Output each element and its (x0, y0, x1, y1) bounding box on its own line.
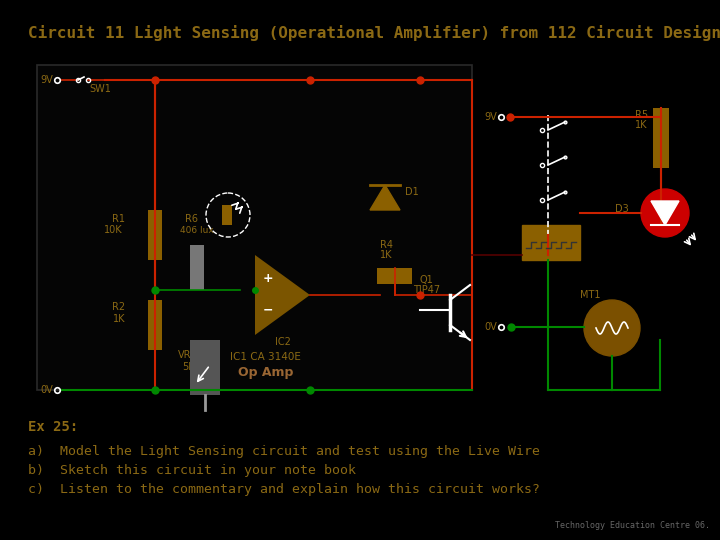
Text: 1K: 1K (635, 120, 647, 130)
FancyBboxPatch shape (190, 340, 220, 395)
FancyBboxPatch shape (653, 108, 669, 168)
Text: b)  Sketch this circuit in your note book: b) Sketch this circuit in your note book (28, 464, 356, 477)
Text: R6: R6 (185, 214, 198, 224)
FancyBboxPatch shape (222, 205, 232, 225)
Text: 5K: 5K (182, 362, 194, 372)
Text: 10K: 10K (104, 225, 123, 235)
Text: Circuit 11 Light Sensing (Operational Amplifier) from 112 Circuit Designs: Circuit 11 Light Sensing (Operational Am… (28, 25, 720, 41)
Text: 1K: 1K (380, 250, 392, 260)
Text: IC1 CA 3140E: IC1 CA 3140E (230, 352, 301, 362)
Polygon shape (255, 255, 310, 335)
Text: 406 lux: 406 lux (180, 226, 214, 235)
Text: Technology Education Centre 06.: Technology Education Centre 06. (555, 521, 710, 530)
FancyBboxPatch shape (148, 300, 162, 350)
Polygon shape (651, 201, 679, 225)
Text: IC2: IC2 (275, 337, 291, 347)
FancyBboxPatch shape (190, 245, 204, 290)
Text: +: + (263, 272, 274, 285)
Text: c)  Listen to the commentary and explain how this circuit works?: c) Listen to the commentary and explain … (28, 483, 540, 496)
Text: 9V: 9V (484, 112, 497, 122)
Circle shape (584, 300, 640, 356)
Text: TIP47: TIP47 (413, 285, 440, 295)
Text: RL1: RL1 (535, 240, 554, 250)
Text: 1K: 1K (112, 314, 125, 324)
Text: R2: R2 (112, 302, 125, 312)
Text: 9V: 9V (40, 75, 53, 85)
Polygon shape (370, 185, 400, 210)
FancyBboxPatch shape (522, 225, 580, 260)
Text: Q1: Q1 (420, 275, 433, 285)
Text: 0V: 0V (484, 322, 497, 332)
Text: D3: D3 (615, 204, 629, 214)
Circle shape (641, 189, 689, 237)
Text: VR1: VR1 (178, 350, 197, 360)
Text: R1: R1 (112, 214, 125, 224)
Text: SW1: SW1 (89, 84, 111, 94)
Text: 0V: 0V (40, 385, 53, 395)
Text: D1: D1 (405, 187, 419, 197)
FancyBboxPatch shape (377, 268, 412, 284)
Text: Ex 25:: Ex 25: (28, 420, 78, 434)
Text: MT1: MT1 (580, 290, 600, 300)
FancyBboxPatch shape (148, 210, 162, 260)
Text: −: − (263, 303, 274, 316)
Text: R5: R5 (635, 110, 648, 120)
Text: a)  Model the Light Sensing circuit and test using the Live Wire: a) Model the Light Sensing circuit and t… (28, 445, 540, 458)
Text: Op Amp: Op Amp (238, 366, 293, 379)
FancyBboxPatch shape (37, 65, 472, 390)
Text: R4: R4 (380, 240, 393, 250)
